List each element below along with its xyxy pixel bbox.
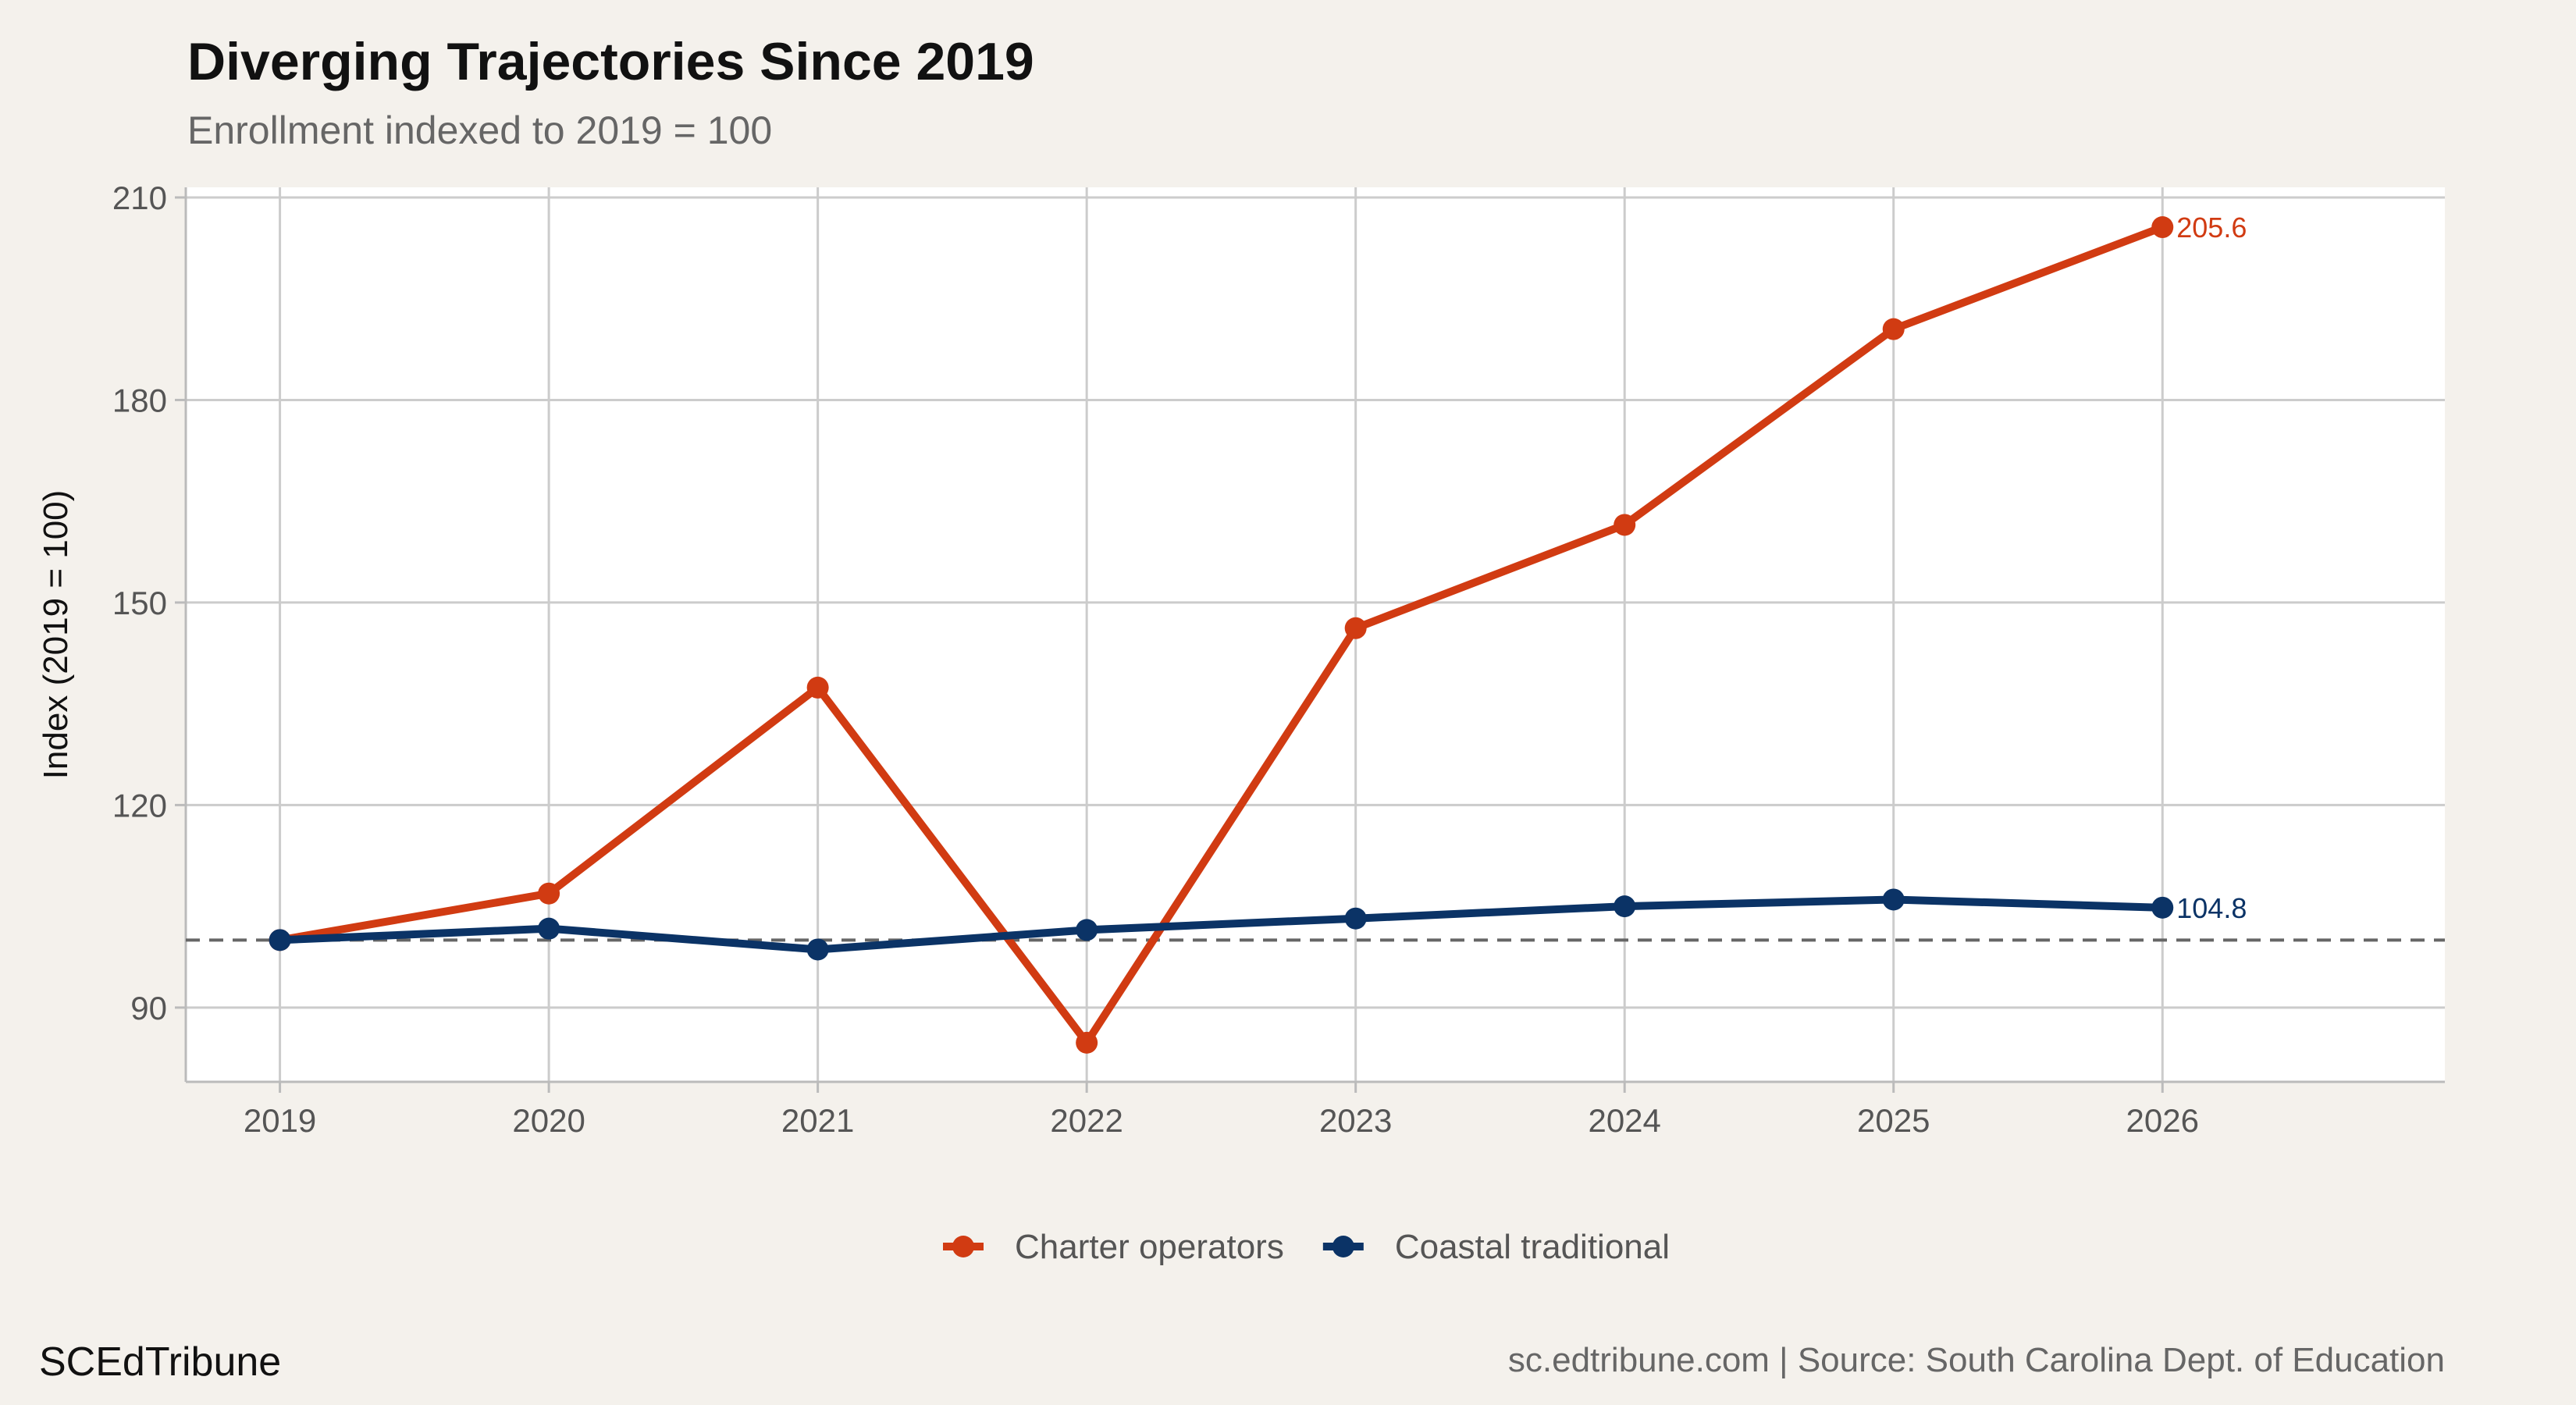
y-tick-label: 180 [112, 382, 167, 418]
data-point-charter-operators [538, 882, 560, 905]
x-tick-label: 2024 [1588, 1102, 1660, 1139]
series-line-charter-operators [276, 223, 2167, 1047]
x-tick-label: 2025 [1857, 1102, 1930, 1139]
x-tick-label: 2026 [2126, 1102, 2199, 1139]
y-tick-label: 210 [112, 180, 167, 216]
data-point-coastal-traditional [1344, 907, 1367, 930]
chart-subtitle: Enrollment indexed to 2019 = 100 [187, 108, 773, 152]
data-point-coastal-traditional [1882, 888, 1905, 911]
data-point-coastal-traditional [806, 938, 829, 961]
data-point-charter-operators [1076, 1031, 1098, 1054]
data-point-coastal-traditional [1614, 895, 1636, 918]
data-point-coastal-traditional [269, 929, 291, 951]
data-point-charter-operators [1614, 514, 1636, 536]
legend-key-point-charter-operators [952, 1236, 974, 1257]
x-tick-label: 2023 [1319, 1102, 1392, 1139]
series-line-coastal-traditional [276, 895, 2167, 954]
legend-label-charter-operators: Charter operators [1015, 1228, 1284, 1266]
data-point-coastal-traditional [2151, 896, 2174, 919]
end-value-label-charter-operators: 205.6 [2176, 212, 2247, 244]
brand-logo: SCEdTribune [39, 1339, 282, 1385]
legend-key-point-coastal-traditional [1332, 1236, 1354, 1257]
x-tick-label: 2019 [244, 1102, 316, 1139]
end-value-label-coastal-traditional: 104.8 [2176, 892, 2247, 924]
x-tick-label: 2020 [512, 1102, 585, 1139]
data-point-charter-operators [1344, 617, 1367, 639]
data-point-charter-operators [1882, 318, 1905, 340]
x-tick-label: 2022 [1050, 1102, 1123, 1139]
plot-panel [186, 187, 2445, 1082]
data-point-charter-operators [806, 676, 829, 699]
source-note: sc.edtribune.com | Source: South Carolin… [1507, 1341, 2445, 1379]
x-tick-label: 2021 [781, 1102, 854, 1139]
y-tick-label: 90 [130, 990, 167, 1026]
y-tick-label: 150 [112, 585, 167, 621]
chart-title: Diverging Trajectories Since 2019 [187, 32, 1034, 91]
data-point-coastal-traditional [538, 917, 560, 940]
legend-label-coastal-traditional: Coastal traditional [1395, 1228, 1670, 1266]
data-point-charter-operators [2151, 216, 2174, 239]
y-axis-title: Index (2019 = 100) [37, 490, 75, 780]
data-point-coastal-traditional [1076, 919, 1098, 941]
y-tick-label: 120 [112, 787, 167, 823]
